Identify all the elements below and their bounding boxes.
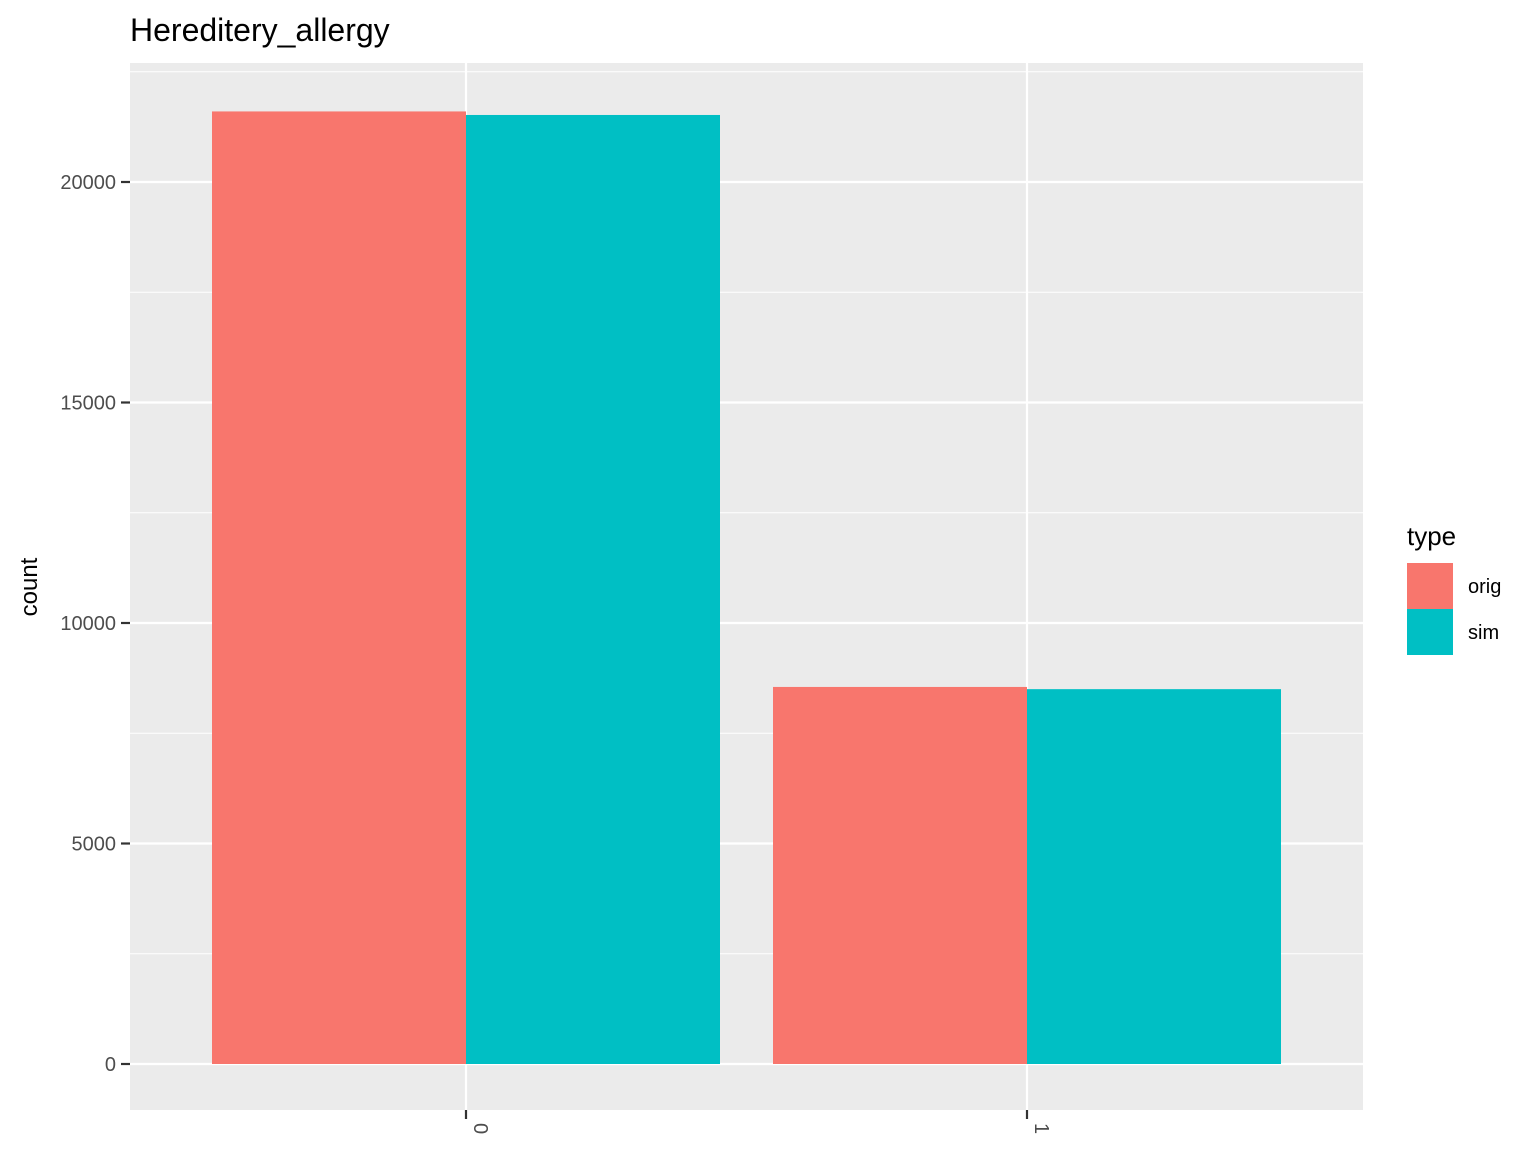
legend-key-orig bbox=[1407, 563, 1453, 609]
y-tick-label: 15000 bbox=[60, 393, 116, 415]
bar-orig-1 bbox=[773, 686, 1027, 1064]
legend-label-sim: sim bbox=[1468, 622, 1499, 644]
bar-sim-1 bbox=[1027, 689, 1281, 1064]
bar-orig-0 bbox=[212, 111, 466, 1064]
bars bbox=[212, 111, 1281, 1064]
legend-key-sim bbox=[1407, 609, 1453, 655]
legend-title: type bbox=[1407, 521, 1456, 551]
x-tick-label: 0 bbox=[469, 1123, 491, 1134]
x-tick-label: 1 bbox=[1030, 1123, 1052, 1134]
y-tick-label: 20000 bbox=[60, 172, 116, 194]
bar-sim-0 bbox=[466, 114, 720, 1064]
chart-title: Hereditery_allergy bbox=[130, 12, 390, 48]
y-axis: 0 5000 10000 15000 20000 bbox=[60, 172, 130, 1076]
y-tick-label: 10000 bbox=[60, 613, 116, 635]
y-axis-title: count bbox=[16, 557, 43, 616]
y-tick-label: 0 bbox=[105, 1054, 116, 1076]
legend: type orig sim bbox=[1407, 521, 1501, 655]
y-tick-label: 5000 bbox=[72, 834, 117, 856]
legend-label-orig: orig bbox=[1468, 576, 1501, 598]
